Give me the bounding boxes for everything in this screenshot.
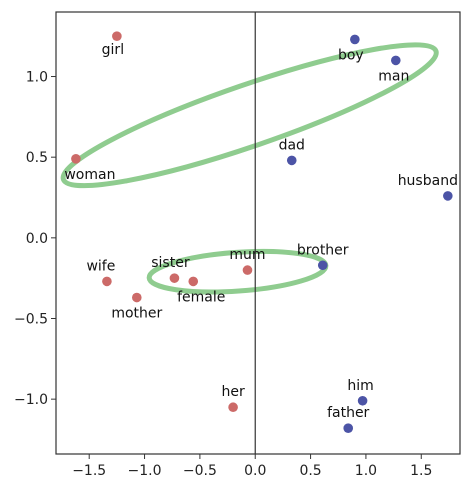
x-tick-label: −0.5 [183,463,217,479]
point-father [343,423,354,433]
labels-layer: girl woman wife mother sister female mum her boy… [64,42,458,421]
x-tick-label: 0.0 [244,463,266,479]
point-husband [443,191,453,201]
point-label-female: female [177,289,225,305]
points-layer [71,31,453,433]
point-label-boy: boy [338,47,364,63]
plot-frame [55,11,461,455]
point-label-husband: husband [398,173,458,189]
point-label-him: him [347,378,373,394]
x-tick-label: 1.5 [410,463,432,479]
y-tick-label: −1.0 [14,392,48,408]
point-label-dad: dad [279,137,305,153]
axes-layer: −1.5 −1.0 −0.5 0.0 0.5 1.0 1.5 1.0 0.5 0.0 −0.5 −1.… [14,11,461,479]
x-tick-label: −1.0 [128,463,162,479]
x-tick-label: −1.5 [72,463,106,479]
point-boy [350,34,360,45]
point-label-father: father [327,405,369,421]
point-man [391,55,401,66]
point-girl [112,31,122,41]
cluster-ellipse [60,42,439,189]
point-label-sister: sister [151,255,190,271]
point-woman [71,153,81,164]
point-mother [132,292,142,303]
x-tick-label: 0.5 [299,463,321,479]
point-label-mother: mother [111,306,162,322]
y-tick-label: 0.5 [26,150,48,166]
point-label-wife: wife [86,258,115,274]
point-sister [169,273,180,283]
point-brother [317,260,328,271]
point-label-man: man [378,68,409,84]
point-label-woman: woman [64,167,115,183]
point-label-brother: brother [297,242,349,258]
point-label-her: her [221,384,244,400]
x-tick-label: 1.0 [355,463,377,479]
point-her [228,402,238,413]
y-tick-label: 0.0 [26,231,48,247]
point-label-mum: mum [229,247,265,263]
y-tick-label: 1.0 [26,70,48,86]
point-him [357,395,368,406]
point-wife [102,276,112,287]
point-dad [286,155,297,166]
y-tick-label: −0.5 [14,311,48,327]
point-label-girl: girl [102,42,124,58]
point-female [188,276,199,287]
point-mum [242,265,253,275]
